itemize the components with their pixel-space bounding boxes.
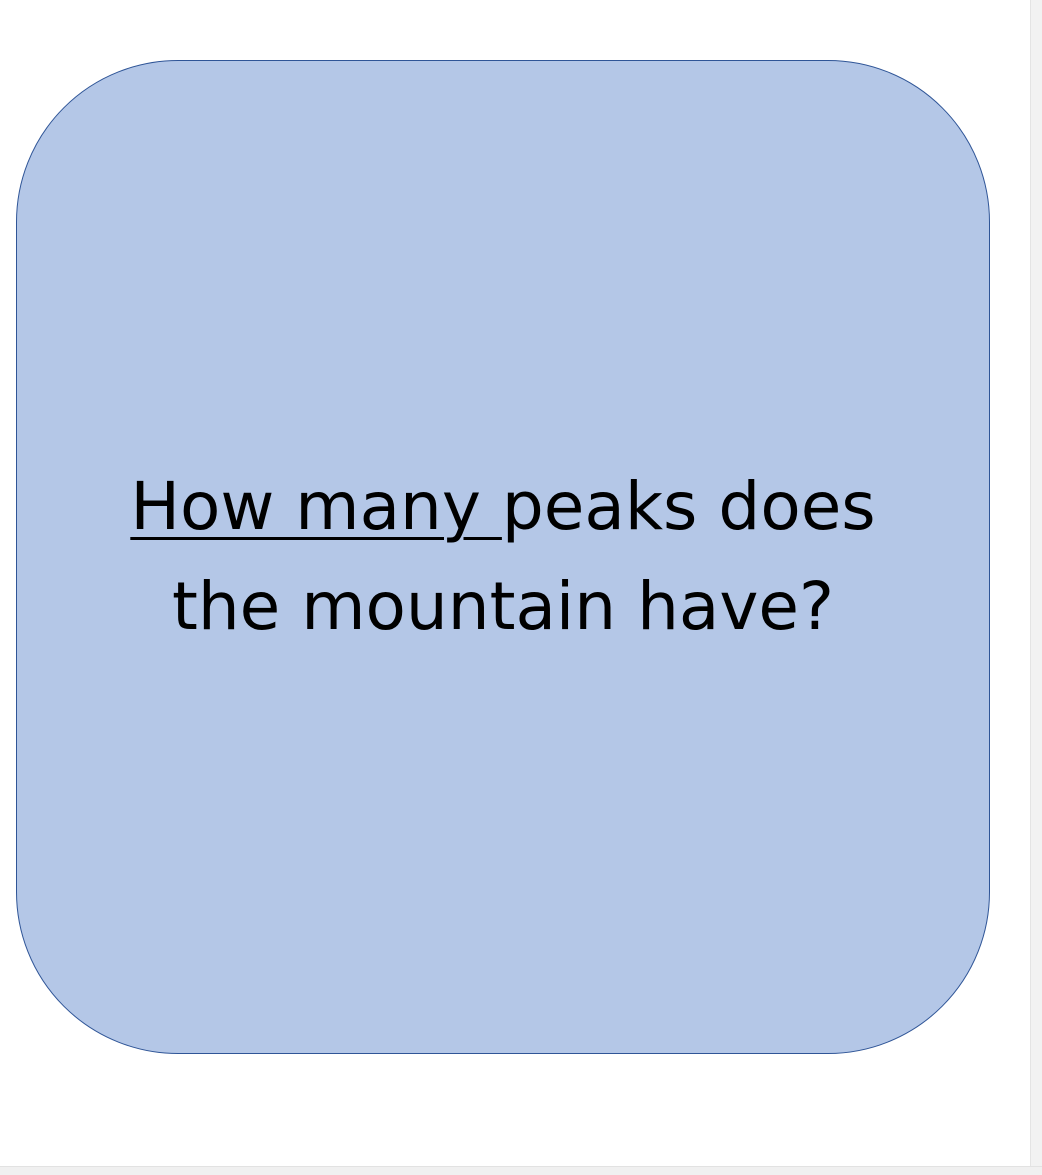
question-card: How many peaks does the mountain have?	[16, 60, 990, 1054]
bottom-edge	[0, 1166, 1042, 1175]
question-rest-line1: peaks does	[501, 468, 876, 545]
right-scroll-edge	[1030, 0, 1042, 1175]
question-line2: the mountain have?	[171, 568, 835, 645]
question-text: How many peaks does the mountain have?	[90, 457, 915, 657]
question-underlined-part: How many	[130, 468, 502, 545]
